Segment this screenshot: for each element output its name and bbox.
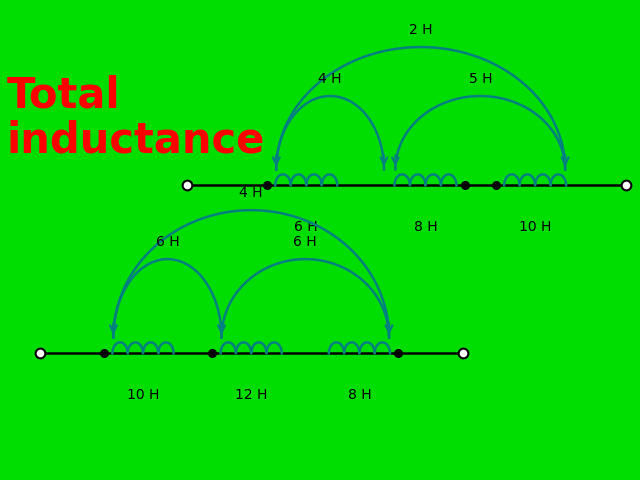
Text: 10 H: 10 H [127,388,159,402]
Text: 2 H: 2 H [409,23,433,37]
Text: 10 H: 10 H [519,220,551,234]
Text: 8 H: 8 H [413,220,437,234]
Text: 6 H: 6 H [294,235,317,249]
Text: Total
inductance: Total inductance [6,74,265,161]
Text: 4 H: 4 H [239,186,263,200]
Text: 6 H: 6 H [156,235,179,249]
Text: 6 H: 6 H [294,220,318,234]
Text: 12 H: 12 H [235,388,268,402]
Text: 4 H: 4 H [318,72,342,86]
Text: 5 H: 5 H [468,72,492,86]
Text: 8 H: 8 H [348,388,371,402]
